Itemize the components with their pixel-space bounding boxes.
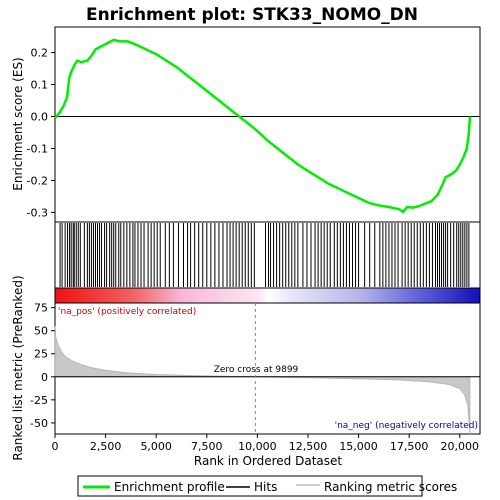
metric-y-tick-label: -25 — [30, 394, 48, 407]
negative-label: 'na_neg' (negatively correlated) — [335, 421, 478, 431]
zero-cross-label: Zero cross at 9899 — [214, 365, 299, 375]
es-y-tick-label: -0.1 — [27, 142, 48, 155]
rank-color-bar — [54, 287, 481, 304]
es-y-tick-label: -0.3 — [27, 206, 48, 219]
x-tick-label: 0 — [52, 440, 59, 453]
es-y-tick-label: 0.0 — [31, 111, 49, 124]
x-tick-label: 7,500 — [191, 440, 223, 453]
x-tick-label: 5,000 — [140, 440, 172, 453]
enrichment-profile-line — [54, 38, 472, 214]
es-panel-frame — [54, 26, 481, 223]
legend-enrichment-label: Enrichment profile — [114, 480, 225, 494]
metric-y-tick-label: 25 — [34, 348, 48, 361]
chart-title: Enrichment plot: STK33_NOMO_DN — [86, 5, 418, 25]
positive-label: 'na_pos' (positively correlated) — [58, 307, 196, 317]
x-tick-label: 15,000 — [339, 440, 378, 453]
metric-panel-frame — [54, 302, 481, 435]
x-tick-label: 10,000 — [238, 440, 277, 453]
metric-y-tick-label: 0 — [41, 371, 48, 384]
es-y-tick-label: -0.2 — [27, 174, 48, 187]
es-axis-title: Enrichment score (ES) — [11, 57, 25, 190]
x-tick-label: 20,000 — [441, 440, 480, 453]
es-y-tick-label: 0.1 — [31, 79, 49, 92]
metric-axis-title: Ranked list metric (PreRanked) — [11, 275, 25, 460]
x-axis-title: Rank in Ordered Dataset — [194, 454, 342, 468]
legend-metric-label: Ranking metric scores — [324, 480, 457, 494]
metric-y-tick-label: 75 — [34, 302, 48, 315]
x-tick-label: 2,500 — [90, 440, 122, 453]
x-tick-label: 17,500 — [390, 440, 429, 453]
x-tick-label: 12,500 — [289, 440, 328, 453]
legend-box — [77, 475, 423, 497]
hits-panel-frame — [54, 221, 481, 289]
legend-hits-label: Hits — [254, 480, 277, 494]
metric-y-tick-label: -50 — [30, 417, 48, 430]
metric-y-tick-label: 50 — [34, 325, 48, 338]
es-y-tick-label: 0.2 — [31, 47, 49, 60]
